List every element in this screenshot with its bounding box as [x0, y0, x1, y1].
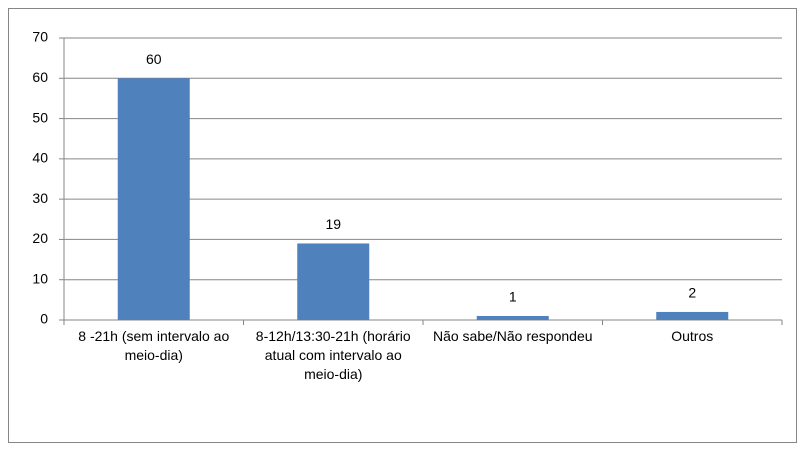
bar	[476, 315, 549, 320]
y-tick-label: 10	[32, 270, 48, 286]
y-tick-label: 70	[32, 29, 48, 45]
bar	[656, 311, 729, 320]
y-tick-label: 20	[32, 230, 48, 246]
x-tick-label: Outros	[671, 328, 714, 344]
data-label: 19	[325, 216, 341, 232]
y-tick-label: 30	[32, 190, 48, 206]
data-label: 1	[509, 289, 517, 305]
data-label: 60	[146, 51, 162, 67]
bar	[117, 78, 190, 321]
y-tick-label: 0	[40, 311, 48, 327]
x-tick-label: 8-12h/13:30-21h (horário atual com inter…	[255, 328, 411, 382]
y-tick-label: 40	[32, 150, 48, 166]
x-tick-label: Não sabe/Não respondeu	[432, 328, 593, 344]
data-label: 2	[688, 285, 696, 301]
x-tick-label: 8 -21h (sem intervalo ao meio-dia)	[78, 328, 230, 363]
y-tick-label: 50	[32, 109, 48, 125]
y-tick-label: 60	[32, 69, 48, 85]
bar	[297, 243, 370, 320]
